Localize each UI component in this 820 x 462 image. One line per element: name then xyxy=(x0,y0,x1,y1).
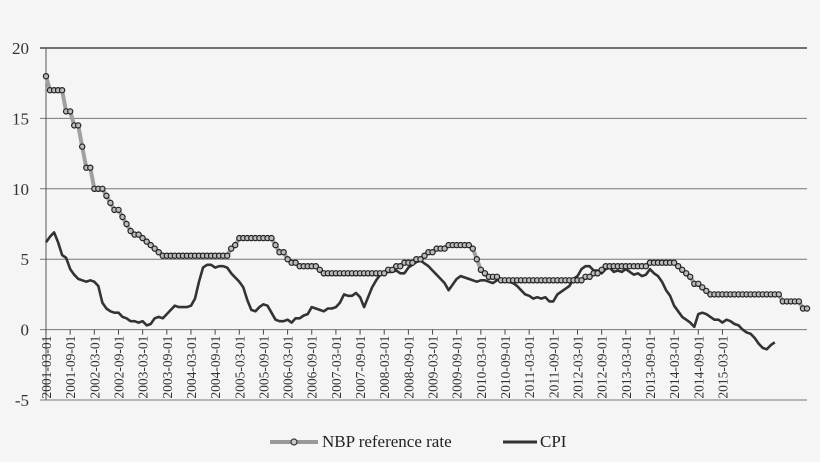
x-tick-label: 2002-03-01 xyxy=(87,336,102,399)
x-tick-label: 2009-09-01 xyxy=(450,336,465,399)
y-tick-label: 20 xyxy=(12,39,29,58)
x-tick-label: 2004-09-01 xyxy=(208,336,223,399)
x-tick-label: 2002-09-01 xyxy=(111,336,126,399)
legend-label: CPI xyxy=(540,432,567,451)
cpi-line xyxy=(44,231,776,351)
x-tick-label: 2015-03-01 xyxy=(715,336,730,399)
x-tick-label: 2004-03-01 xyxy=(184,336,199,399)
x-tick-label: 2007-09-01 xyxy=(353,336,368,399)
nbp-markers xyxy=(42,72,811,312)
x-tick-label: 2012-09-01 xyxy=(595,336,610,399)
x-tick-label: 2012-03-01 xyxy=(570,336,585,399)
chart-legend: NBP reference rate CPI xyxy=(0,432,820,456)
x-tick-label: 2008-03-01 xyxy=(377,336,392,399)
nbp-reference-rate-line xyxy=(44,75,807,311)
legend-label: NBP reference rate xyxy=(322,432,452,451)
x-tick-label: 2013-03-01 xyxy=(619,336,634,399)
x-tick-label: 2011-09-01 xyxy=(546,336,561,399)
legend-item-nbp: NBP reference rate xyxy=(268,432,452,452)
x-tick-label: 2008-09-01 xyxy=(401,336,416,399)
x-tick-label: 2005-03-01 xyxy=(232,336,247,399)
x-tick-label: 2010-09-01 xyxy=(498,336,513,399)
y-tick-label: 10 xyxy=(12,180,29,199)
x-tick-label: 2005-09-01 xyxy=(256,336,271,399)
x-tick-label: 2011-03-01 xyxy=(522,336,537,399)
x-tick-label: 2013-09-01 xyxy=(643,336,658,399)
nbp-legend-swatch-icon xyxy=(270,438,318,446)
x-tick-label: 2010-03-01 xyxy=(474,336,489,399)
x-tick-label: 2009-03-01 xyxy=(426,336,441,399)
y-tick-label: 5 xyxy=(21,250,30,269)
y-tick-label: 0 xyxy=(21,321,30,340)
x-tick-label: 2014-03-01 xyxy=(667,336,682,399)
x-tick-label: 2007-03-01 xyxy=(329,336,344,399)
x-tick-label: 2006-09-01 xyxy=(305,336,320,399)
x-tick-label: 2003-09-01 xyxy=(160,336,175,399)
x-tick-label: 2006-03-01 xyxy=(281,336,296,399)
y-tick-label: -5 xyxy=(15,391,29,410)
x-tick-label: 2014-09-01 xyxy=(691,336,706,399)
cpi-legend-swatch-icon xyxy=(503,440,537,444)
y-tick-label: 15 xyxy=(12,109,29,128)
x-tick-label: 2001-03-01 xyxy=(39,336,54,399)
x-tick-label: 2001-09-01 xyxy=(63,336,78,399)
x-tick-label: 2003-03-01 xyxy=(136,336,151,399)
legend-item-cpi: CPI xyxy=(502,432,566,452)
